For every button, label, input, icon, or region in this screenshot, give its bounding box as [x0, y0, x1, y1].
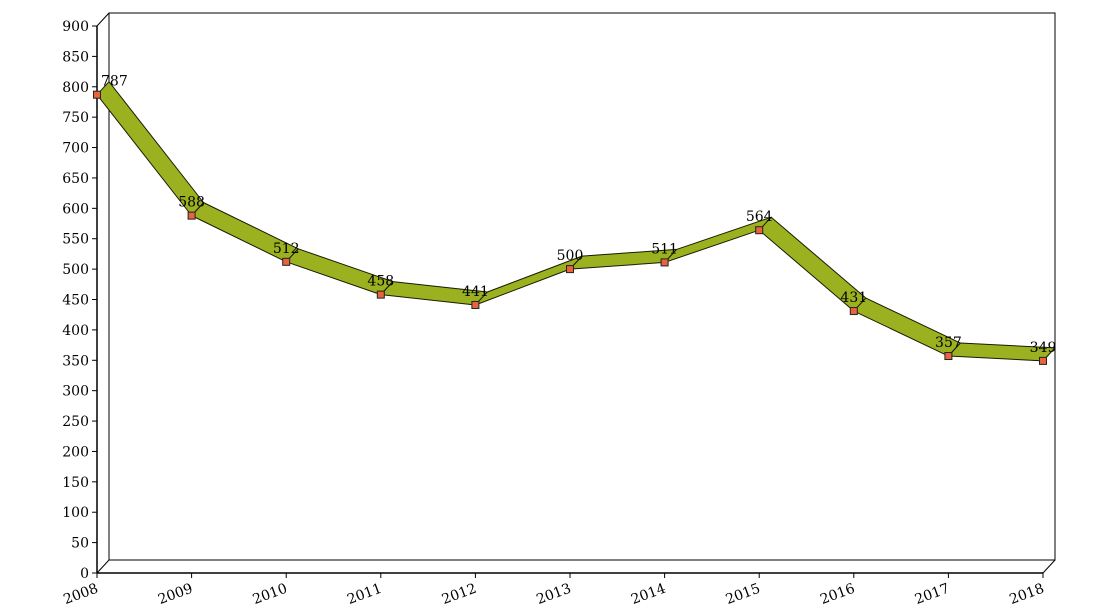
y-tick-label: 50: [71, 536, 89, 552]
x-tick-label: 2009: [156, 581, 195, 608]
series-ribbon: [96, 81, 1056, 362]
data-point: [282, 257, 291, 266]
chart-frame: [96, 12, 1056, 574]
y-axis-top-edge: [96, 12, 110, 27]
y-tick-label: 650: [62, 171, 89, 187]
back-wall: [108, 12, 1056, 561]
x-tick-label: 2008: [61, 581, 100, 608]
y-tick-label: 850: [62, 49, 89, 65]
data-label: 511: [651, 241, 678, 257]
y-tick-label: 0: [80, 566, 89, 582]
data-label: 512: [273, 241, 300, 257]
x-tick-label: 2018: [1007, 581, 1046, 608]
y-tick-label: 300: [62, 384, 89, 400]
y-tick-label: 900: [62, 19, 89, 35]
x-tick-label: 2012: [440, 581, 479, 608]
y-axis: 0 50 100 150 200 250 300 350 400 450 500 550 600 650 7…: [62, 19, 97, 582]
y-tick-label: 200: [62, 444, 89, 460]
y-tick-label: 350: [62, 353, 89, 369]
x-tick-label: 2015: [724, 581, 763, 608]
x-tick-label: 2010: [251, 581, 290, 608]
y-tick-label: 800: [62, 80, 89, 96]
data-point: [566, 265, 574, 274]
y-tick-label: 600: [62, 201, 89, 217]
data-label: 441: [462, 284, 489, 300]
floor-right-edge: [1042, 559, 1056, 574]
data-label: 431: [840, 290, 867, 306]
y-tick-label: 400: [62, 323, 89, 339]
data-point: [849, 307, 858, 316]
data-label: 588: [178, 195, 205, 211]
y-tick-label: 150: [62, 475, 89, 491]
series-markers: [93, 90, 1047, 365]
y-tick-label: 750: [62, 110, 89, 126]
data-point: [93, 90, 101, 99]
data-label: 500: [557, 248, 584, 264]
data-point: [376, 290, 385, 299]
data-point: [187, 211, 196, 220]
y-tick-label: 100: [62, 505, 89, 521]
x-tick-label: 2013: [534, 581, 573, 608]
y-tick-label: 700: [62, 141, 89, 157]
y-tick-label: 450: [62, 293, 89, 309]
data-point: [471, 300, 480, 309]
floor-left-edge: [96, 559, 110, 574]
data-point: [755, 226, 764, 235]
y-tick-label: 500: [62, 262, 89, 278]
data-label: 458: [367, 274, 394, 290]
x-tick-label: 2011: [345, 581, 384, 608]
data-label: 787: [101, 74, 128, 90]
x-tick-label: 2014: [629, 581, 668, 608]
data-point: [660, 258, 669, 267]
y-tick-label: 250: [62, 414, 89, 430]
data-label: 357: [935, 335, 962, 351]
y-tick-label: 550: [62, 232, 89, 248]
data-point: [1039, 356, 1047, 365]
x-tick-label: 2016: [818, 581, 857, 608]
data-labels: 787 588 512 458 441 500 511 564 431 357 349: [101, 74, 1056, 356]
x-axis: 2008 2009 2010 2011 2012 2013 2014 2015 2016 2017…: [61, 573, 1046, 608]
data-point: [944, 352, 953, 361]
data-label: 564: [746, 209, 773, 225]
ribbon-segment: [947, 342, 1056, 362]
data-label: 349: [1030, 340, 1057, 356]
x-tick-label: 2017: [913, 581, 952, 608]
